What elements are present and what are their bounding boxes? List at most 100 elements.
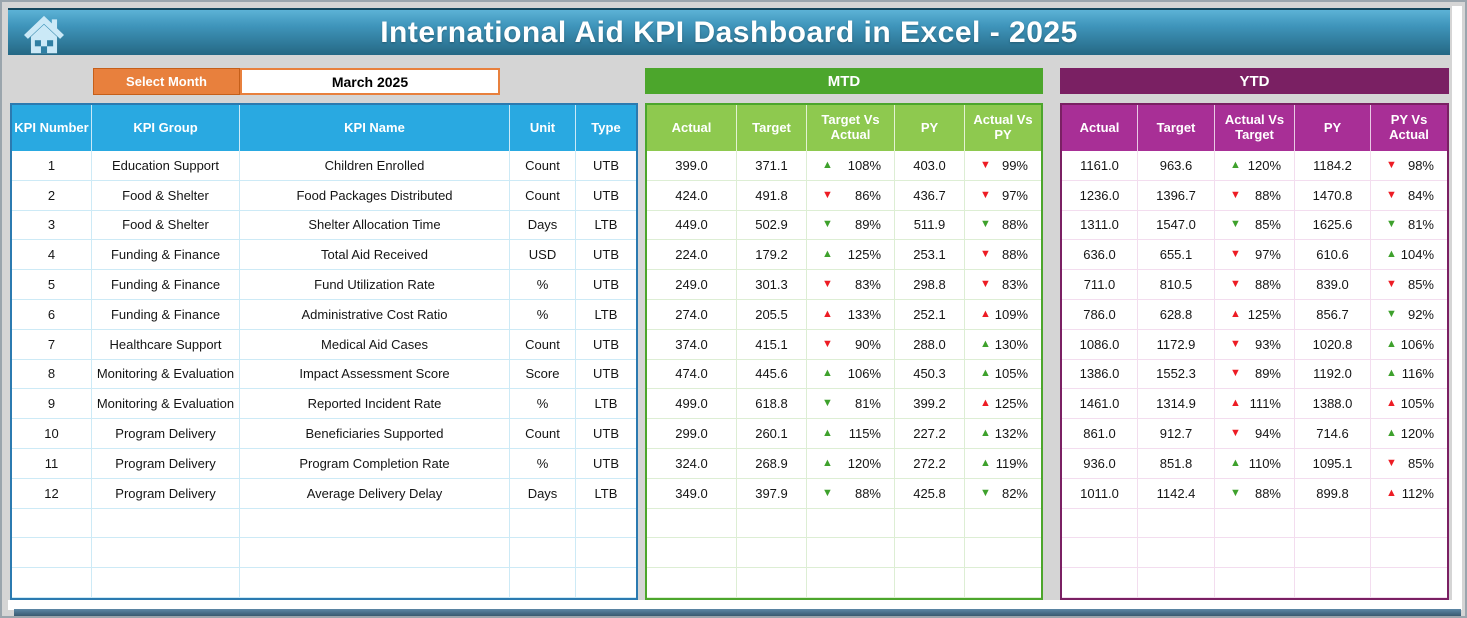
ytd-actual-cell: 1461.0 [1062, 389, 1138, 420]
ytd-actual-cell: 1086.0 [1062, 329, 1138, 360]
indicator-percent: 109% [994, 306, 1028, 322]
ytd-target-cell: 628.8 [1138, 299, 1215, 330]
ytd-target-cell: 1552.3 [1138, 359, 1215, 390]
mtd-actual-vs-py-cell: ▲ 125% [965, 389, 1041, 420]
kpi-group-cell: Education Support [92, 151, 240, 181]
kpi-name-cell: Food Packages Distributed [240, 180, 510, 211]
kpi-unit-cell: % [510, 299, 576, 330]
empty-cell [12, 568, 92, 598]
indicator-percent: 94% [1254, 426, 1281, 442]
ytd-actual-vs-target-cell: ▲ 125% [1215, 299, 1295, 330]
ytd-actual-cell: 636.0 [1062, 240, 1138, 271]
indicator-percent: 105% [1400, 396, 1434, 412]
empty-cell [1295, 508, 1371, 539]
indicator-percent: 119% [995, 455, 1028, 471]
kpi-number-cell: 10 [12, 419, 92, 449]
empty-cell [807, 568, 895, 598]
empty-cell [576, 538, 636, 569]
ytd-actual-vs-target-cell: ▼ 97% [1215, 240, 1295, 271]
ytd-actual-cell: 1236.0 [1062, 180, 1138, 211]
select-month-button[interactable]: Select Month [93, 68, 240, 95]
ytd-py-cell: 714.6 [1295, 419, 1371, 449]
empty-cell [807, 538, 895, 569]
kpi-type-cell: UTB [576, 270, 636, 300]
ytd-actual-cell: 786.0 [1062, 299, 1138, 330]
page-title: International Aid KPI Dashboard in Excel… [380, 15, 1078, 49]
indicator-percent: 106% [847, 366, 881, 382]
up-indicator-icon: ▲ [822, 427, 833, 440]
ytd-py-vs-actual-cell: ▲ 104% [1371, 240, 1447, 271]
ytd-py-cell: 1388.0 [1295, 389, 1371, 420]
kpi-number-cell: 9 [12, 389, 92, 420]
ytd-actual-cell: 1311.0 [1062, 210, 1138, 241]
down-indicator-icon: ▼ [1230, 427, 1241, 440]
empty-cell [510, 568, 576, 598]
mtd-actual-vs-py-cell: ▼ 88% [965, 210, 1041, 241]
kpi-number-cell: 6 [12, 299, 92, 330]
indicator-percent: 83% [854, 277, 881, 293]
empty-cell [647, 568, 737, 598]
empty-cell [1062, 508, 1138, 539]
home-icon[interactable] [22, 15, 66, 55]
empty-cell [92, 508, 240, 539]
down-indicator-icon: ▼ [822, 218, 833, 231]
kpi-group-cell: Food & Shelter [92, 180, 240, 211]
ytd-actual-vs-target-cell: ▲ 120% [1215, 151, 1295, 181]
down-indicator-icon: ▼ [980, 218, 991, 231]
kpi-number-cell: 2 [12, 180, 92, 211]
up-indicator-icon: ▲ [1386, 367, 1397, 380]
indicator-percent: 93% [1254, 336, 1281, 352]
mtd-actual-cell: 499.0 [647, 389, 737, 420]
ytd-py-vs-actual-cell: ▼ 85% [1371, 270, 1447, 300]
indicator-percent: 92% [1407, 306, 1434, 322]
ytd-py-vs-actual-cell: ▼ 98% [1371, 151, 1447, 181]
ytd-py-vs-actual-cell: ▼ 84% [1371, 180, 1447, 211]
indicator-percent: 106% [1400, 336, 1434, 352]
selected-month-value[interactable]: March 2025 [240, 68, 500, 95]
mtd-actual-cell: 249.0 [647, 270, 737, 300]
down-indicator-icon: ▼ [1386, 188, 1397, 201]
empty-cell [240, 538, 510, 569]
ytd-py-cell: 1192.0 [1295, 359, 1371, 390]
mtd-target-vs-actual-cell: ▲ 125% [807, 240, 895, 271]
up-indicator-icon: ▲ [980, 367, 991, 380]
indicator-percent: 81% [1407, 217, 1434, 233]
ytd-actual-vs-target-cell: ▼ 85% [1215, 210, 1295, 241]
empty-cell [510, 508, 576, 539]
kpi-type-cell: UTB [576, 419, 636, 449]
empty-cell [647, 508, 737, 539]
empty-cell [1138, 538, 1215, 569]
indicator-percent: 90% [854, 336, 881, 352]
ytd-py-cell: 839.0 [1295, 270, 1371, 300]
down-indicator-icon: ▼ [980, 248, 991, 261]
empty-cell [510, 538, 576, 569]
column-header: Unit [510, 105, 576, 151]
ytd-actual-cell: 1386.0 [1062, 359, 1138, 390]
kpi-type-cell: UTB [576, 151, 636, 181]
mtd-actual-vs-py-cell: ▼ 82% [965, 478, 1041, 509]
mtd-target-vs-actual-cell: ▲ 133% [807, 299, 895, 330]
empty-cell [576, 568, 636, 598]
indicator-percent: 88% [1254, 485, 1281, 501]
ytd-py-vs-actual-cell: ▲ 120% [1371, 419, 1447, 449]
indicator-percent: 81% [854, 396, 881, 412]
ytd-actual-vs-target-cell: ▼ 88% [1215, 478, 1295, 509]
kpi-unit-cell: Score [510, 359, 576, 390]
ytd-py-vs-actual-cell: ▼ 85% [1371, 448, 1447, 479]
kpi-unit-cell: Count [510, 419, 576, 449]
down-indicator-icon: ▼ [1230, 188, 1241, 201]
indicator-percent: 88% [854, 485, 881, 501]
indicator-percent: 83% [1001, 277, 1028, 293]
kpi-type-cell: UTB [576, 329, 636, 360]
mtd-target-cell: 205.5 [737, 299, 807, 330]
mtd-actual-cell: 449.0 [647, 210, 737, 241]
empty-cell [895, 508, 965, 539]
kpi-name-cell: Medical Aid Cases [240, 329, 510, 360]
kpi-type-cell: LTB [576, 299, 636, 330]
indicator-percent: 125% [994, 396, 1028, 412]
empty-cell [1138, 568, 1215, 598]
ytd-py-vs-actual-cell: ▼ 81% [1371, 210, 1447, 241]
mtd-table: Actual Target Target Vs Actual PY Actual Vs … [645, 103, 1043, 600]
mtd-target-cell: 268.9 [737, 448, 807, 479]
down-indicator-icon: ▼ [1230, 218, 1241, 231]
